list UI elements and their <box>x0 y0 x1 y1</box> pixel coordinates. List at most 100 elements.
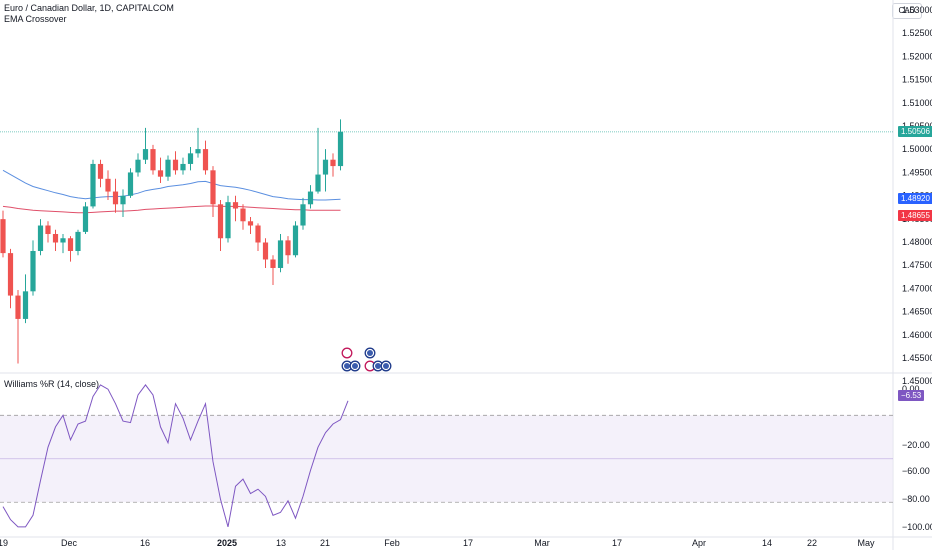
candle[interactable] <box>202 140 209 175</box>
candle[interactable] <box>292 221 299 258</box>
oscillator-title[interactable]: Williams %R (14, close) <box>4 379 100 389</box>
candle[interactable] <box>165 155 171 181</box>
oscillator-tick-label: −20.00 <box>902 440 930 450</box>
indicator-label[interactable]: EMA Crossover <box>4 14 67 24</box>
candle[interactable] <box>22 274 29 324</box>
candle-body <box>112 191 119 205</box>
candle[interactable] <box>285 236 291 264</box>
candle-body <box>315 174 321 192</box>
ema-fast-line[interactable] <box>2 169 341 201</box>
candle[interactable] <box>97 159 104 188</box>
candle[interactable] <box>135 153 141 177</box>
candle[interactable] <box>322 149 329 192</box>
price-tick-label: 1.47000 <box>902 283 932 293</box>
candle[interactable] <box>225 195 231 243</box>
candle-body <box>22 291 29 319</box>
candle[interactable] <box>37 219 44 256</box>
oscillator-tick-label: −60.00 <box>902 466 930 476</box>
candle[interactable] <box>210 166 216 218</box>
ema-slow-line[interactable] <box>2 205 341 214</box>
time-tick-label: 19 <box>0 538 8 548</box>
candle[interactable] <box>112 178 119 213</box>
candle[interactable] <box>0 210 6 258</box>
candle[interactable] <box>127 168 134 198</box>
candle[interactable] <box>315 127 321 194</box>
candle[interactable] <box>75 229 81 256</box>
candle-body <box>330 159 336 167</box>
candle-body <box>60 238 66 243</box>
candle-body <box>210 170 216 205</box>
time-tick-label: Dec <box>61 538 78 548</box>
candle-body <box>292 225 299 256</box>
time-tick-label: 2025 <box>217 538 237 548</box>
candle[interactable] <box>180 157 186 175</box>
oscillator-tick-label: −100.00 <box>902 522 932 532</box>
candle[interactable] <box>120 189 126 218</box>
candle[interactable] <box>307 185 314 209</box>
candle-body <box>285 240 291 256</box>
price-tick-label: 1.52000 <box>902 51 932 61</box>
candle[interactable] <box>262 238 269 268</box>
candle[interactable] <box>82 202 89 235</box>
candle-body <box>135 159 141 173</box>
williams-line[interactable] <box>2 384 349 528</box>
time-tick-label: 17 <box>612 538 622 548</box>
candle[interactable] <box>337 119 344 171</box>
candle-body <box>225 202 231 239</box>
price-tick-label: 1.53000 <box>902 5 932 15</box>
candle-body <box>0 219 6 254</box>
candle[interactable] <box>187 146 194 171</box>
candle-body <box>232 202 239 209</box>
candle[interactable] <box>67 236 74 262</box>
candle[interactable] <box>300 197 306 230</box>
candle-body <box>45 225 51 235</box>
candle[interactable] <box>217 200 224 251</box>
candle[interactable] <box>270 255 276 285</box>
candle-body <box>255 225 261 243</box>
candle[interactable] <box>142 127 149 164</box>
time-tick-label: 22 <box>807 538 817 548</box>
candle[interactable] <box>105 170 111 201</box>
time-tick-label: Apr <box>692 538 706 548</box>
candle[interactable] <box>255 223 261 251</box>
last-price-tag: 1.50506 <box>898 125 932 137</box>
candle[interactable] <box>45 221 51 243</box>
price-tick-label: 1.49500 <box>902 167 932 177</box>
candle[interactable] <box>7 248 14 309</box>
price-tick-label: 1.51500 <box>902 75 932 85</box>
candle[interactable] <box>247 217 254 235</box>
price-tick-label: 1.45500 <box>902 353 932 363</box>
candle-body <box>30 250 36 292</box>
candle[interactable] <box>15 290 21 364</box>
candle[interactable] <box>240 204 246 230</box>
candle[interactable] <box>60 234 66 254</box>
candle[interactable] <box>277 234 284 273</box>
candle-body <box>90 163 96 207</box>
price-tick-label: 1.47500 <box>902 260 932 270</box>
time-tick-label: 21 <box>320 538 330 548</box>
dividend-event-icon-core <box>367 363 373 369</box>
candle-body <box>15 295 21 319</box>
candle-body <box>120 195 126 205</box>
candle[interactable] <box>232 195 239 222</box>
candle-body <box>270 259 276 268</box>
candle[interactable] <box>172 151 179 175</box>
candle[interactable] <box>195 127 201 158</box>
candle[interactable] <box>157 157 164 184</box>
candle[interactable] <box>90 159 96 209</box>
price-tick-label: 1.46000 <box>902 330 932 340</box>
candle[interactable] <box>150 144 156 175</box>
candle[interactable] <box>30 240 36 296</box>
candle-body <box>165 159 171 177</box>
event-icon-core <box>352 363 358 369</box>
candle[interactable] <box>330 153 336 177</box>
candle-body <box>337 131 344 167</box>
candle-body <box>300 204 306 226</box>
candle[interactable] <box>52 229 59 251</box>
candle-body <box>142 149 149 160</box>
time-tick-label: 16 <box>140 538 150 548</box>
time-tick-label: 14 <box>762 538 772 548</box>
candle-body <box>195 149 201 154</box>
price-tick-label: 1.50000 <box>902 144 932 154</box>
